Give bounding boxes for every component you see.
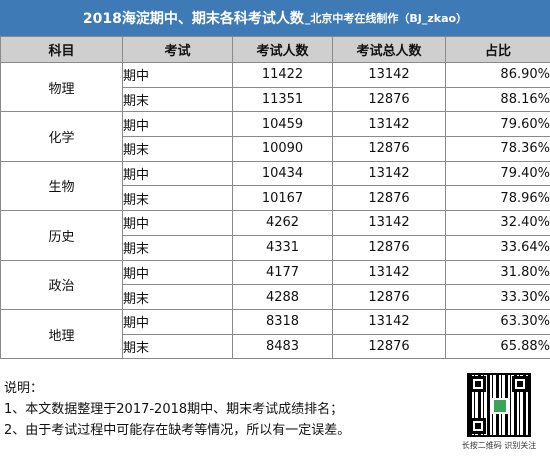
count-cell: 10090 [232,136,333,162]
total-cell: 13142 [332,210,446,236]
exam-cell: 期中 [122,210,233,236]
table-row: 物理 期中 11422 13142 86.90% [0,61,550,113]
table-row: 期末 11351 12876 88.16% [1,86,550,113]
count-cell: 11422 [232,62,333,88]
table-row: 期末 4288 12876 33.30% [1,284,550,310]
count-cell: 10459 [232,111,333,138]
exam-cell: 期末 [122,234,233,261]
ratio-cell: 78.96% [445,185,550,212]
ratio-cell: 33.30% [445,284,550,310]
qr-caption: 长按二维码 识别关注 [461,441,537,450]
table-row: 政治 期中 4177 13142 31.80% [0,259,550,310]
ratio-cell: 79.60% [445,111,550,138]
exam-cell: 期末 [122,136,233,162]
table-header-row: 科目 考试 考试人数 考试总人数 占比 [0,36,550,63]
ratio-cell: 32.40% [445,210,550,236]
exam-cell: 期末 [122,86,233,113]
exam-cell: 期末 [122,333,233,360]
count-cell: 10167 [232,185,333,212]
header-ratio: 占比 [445,36,550,63]
subject-cell: 物理 [0,61,123,113]
count-cell: 4288 [232,284,333,310]
ratio-cell: 78.36% [445,136,550,162]
total-cell: 12876 [332,185,446,212]
total-cell: 13142 [332,308,446,335]
table-row: 期末 4331 12876 33.64% [1,234,550,261]
table-row: 期末 10167 12876 78.96% [1,185,550,212]
ratio-cell: 79.40% [445,160,550,187]
exam-cell: 期中 [122,111,233,138]
title-sub: _北京中考在线制作（BJ_zkao） [304,12,468,25]
note-item: 2、由于考试过程中可能存在缺考等情况，所以有一定误差。 [4,423,351,438]
subject-cell: 生物 [0,160,123,212]
count-cell: 8318 [232,308,333,335]
notes-heading: 说明： [4,381,44,396]
total-cell: 12876 [332,284,446,310]
ratio-cell: 33.64% [445,234,550,261]
subject-cell: 化学 [0,111,123,162]
header-subject: 科目 [0,36,123,63]
table-row: 历史 期中 4262 13142 32.40% [0,210,550,261]
table-row: 化学 期中 10459 13142 79.60% [0,111,550,162]
count-cell: 11351 [232,86,333,113]
table-row: 期末 8483 12876 65.88% [1,333,550,360]
exam-count-table: 科目 考试 考试人数 考试总人数 占比 物理 期中 11422 13142 86.90%… [0,36,550,360]
exam-cell: 期中 [122,62,233,88]
count-cell: 4177 [232,259,333,286]
exam-cell: 期中 [122,308,233,335]
notes: 说明： 1、本文数据整理于2017-2018期中、期末考试成绩排名； 2、由于考… [4,378,444,441]
qr-code-icon [467,373,531,437]
count-cell: 10434 [232,160,333,187]
ratio-cell: 65.88% [445,333,550,360]
total-cell: 13142 [332,259,446,286]
table-row: 地理 期中 8318 13142 63.30% [0,308,550,360]
exam-cell: 期中 [122,259,233,286]
ratio-cell: 86.90% [445,62,550,88]
total-cell: 12876 [332,234,446,261]
total-cell: 12876 [332,333,446,360]
table-row: 期末 10090 12876 78.36% [1,136,550,162]
count-cell: 4262 [232,210,333,236]
exam-cell: 期中 [122,160,233,187]
subject-cell: 历史 [0,210,123,261]
note-item: 1、本文数据整理于2017-2018期中、期末考试成绩排名； [4,402,344,417]
total-cell: 13142 [332,111,446,138]
ratio-cell: 88.16% [445,86,550,113]
header-count: 考试人数 [232,36,333,63]
total-cell: 13142 [332,62,446,88]
table-body: 物理 期中 11422 13142 86.90% 期末 11351 12876 88.16% 化学… [0,61,550,360]
ratio-cell: 63.30% [445,308,550,335]
header-exam: 考试 [122,36,233,63]
ratio-cell: 31.80% [445,259,550,286]
count-cell: 4331 [232,234,333,261]
subject-cell: 地理 [0,308,123,360]
count-cell: 8483 [232,333,333,360]
wechat-logo-icon [492,398,508,414]
page-title: 2018海淀期中、期末各科考试人数 _北京中考在线制作（BJ_zkao） [0,0,550,36]
qr-block: 长按二维码 识别关注 [458,373,540,451]
subject-cell: 政治 [0,259,123,310]
exam-cell: 期末 [122,284,233,310]
table-row: 生物 期中 10434 13142 79.40% [0,160,550,212]
title-main: 2018海淀期中、期末各科考试人数 [82,11,304,27]
total-cell: 12876 [332,136,446,162]
exam-cell: 期末 [122,185,233,212]
header-total: 考试总人数 [332,36,446,63]
total-cell: 12876 [332,86,446,113]
total-cell: 13142 [332,160,446,187]
